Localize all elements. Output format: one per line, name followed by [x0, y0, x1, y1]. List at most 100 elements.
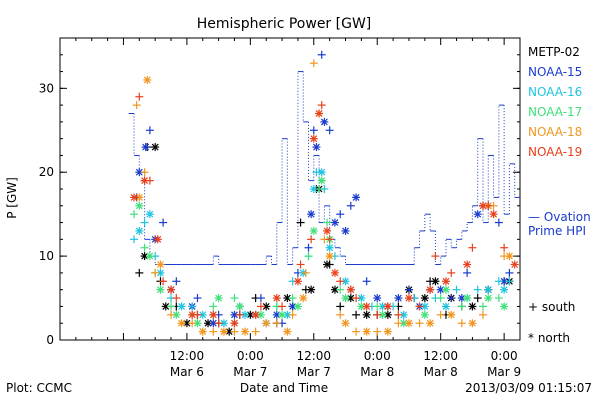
- south-point: [404, 285, 413, 294]
- south-point: [140, 243, 149, 252]
- star-stroke: [500, 303, 508, 310]
- star-stroke: [331, 286, 339, 294]
- north-point: [383, 302, 392, 311]
- south-point: [235, 310, 244, 319]
- north-point: [141, 143, 150, 152]
- north-point: [135, 201, 144, 210]
- north-point: [167, 285, 176, 294]
- star-stroke: [405, 319, 413, 327]
- star-stroke: [500, 277, 508, 285]
- north-point: [230, 319, 239, 328]
- south-point: [309, 126, 318, 135]
- north-point: [320, 117, 329, 126]
- legend: METP-02 NOAA-15 NOAA-16 NOAA-17 NOAA-18 NOAA-…: [528, 45, 591, 345]
- star-stroke: [342, 277, 349, 285]
- south-point: [193, 294, 202, 303]
- south-point: [415, 302, 424, 311]
- star-stroke: [400, 311, 408, 319]
- north-point: [341, 319, 350, 328]
- star-stroke: [405, 294, 413, 302]
- legend-entry-noaa-15: NOAA-15: [528, 65, 582, 79]
- south-point: [256, 294, 265, 303]
- south-point: [132, 101, 141, 110]
- star-stroke: [379, 311, 386, 319]
- north-point: [156, 260, 165, 269]
- south-point: [209, 327, 218, 336]
- star-stroke: [252, 311, 260, 319]
- south-point: [447, 294, 456, 303]
- star-stroke: [157, 269, 164, 277]
- star-stroke: [135, 193, 143, 201]
- star-stroke: [431, 277, 439, 285]
- north-point: [399, 310, 408, 319]
- north-point: [293, 277, 302, 286]
- star-stroke: [468, 303, 476, 310]
- north-point: [135, 168, 144, 177]
- south-point: [309, 59, 318, 68]
- south-point: [336, 285, 345, 294]
- star-stroke: [231, 311, 238, 319]
- north-point: [241, 327, 250, 336]
- star-stroke: [294, 277, 302, 285]
- star-stroke: [310, 135, 318, 143]
- south-point: [317, 50, 326, 59]
- x-tick-label-date: Mar 8: [424, 365, 458, 379]
- star-stroke: [363, 311, 371, 319]
- star-stroke: [323, 261, 331, 268]
- north-point: [399, 319, 408, 328]
- north-point: [251, 310, 260, 319]
- south-point: [151, 268, 160, 277]
- north-point: [404, 294, 413, 303]
- star-stroke: [310, 185, 318, 193]
- north-point: [309, 134, 318, 143]
- star-stroke: [209, 319, 217, 327]
- star-stroke: [318, 168, 326, 176]
- star-stroke: [384, 311, 392, 319]
- north-point: [177, 319, 186, 328]
- y-tick-label: 10: [39, 249, 54, 263]
- legend-model-line1: — Ovation: [528, 210, 591, 224]
- star-stroke: [178, 319, 186, 327]
- south-point: [172, 277, 181, 286]
- north-point: [135, 226, 144, 235]
- star-stroke: [283, 328, 291, 336]
- north-point: [510, 260, 519, 269]
- star-stroke: [154, 235, 162, 243]
- star-stroke: [363, 303, 371, 310]
- north-point: [323, 260, 332, 269]
- south-point: [494, 277, 503, 286]
- y-tick-label: 30: [39, 81, 54, 95]
- north-point: [426, 285, 435, 294]
- north-point: [394, 294, 403, 303]
- north-point: [312, 143, 321, 152]
- south-point: [130, 210, 139, 219]
- star-stroke: [241, 328, 249, 336]
- north-point: [283, 327, 292, 336]
- star-stroke: [421, 294, 429, 302]
- star-stroke: [468, 319, 476, 327]
- north-point: [307, 285, 316, 294]
- south-point: [251, 327, 260, 336]
- north-point: [288, 302, 297, 311]
- south-point: [478, 302, 487, 311]
- south-point: [447, 268, 456, 277]
- star-stroke: [331, 269, 339, 277]
- legend-north-marker: * north: [528, 331, 570, 345]
- plot-credit: Plot: CCMC: [6, 381, 72, 395]
- south-point: [452, 285, 461, 294]
- north-point: [505, 252, 514, 261]
- star-stroke: [273, 294, 281, 302]
- series-noaa-18: [132, 59, 514, 336]
- south-point: [478, 310, 487, 319]
- north-point: [441, 302, 450, 311]
- north-point: [484, 285, 493, 294]
- north-point: [219, 327, 228, 336]
- star-stroke: [283, 294, 291, 302]
- south-point: [436, 294, 445, 303]
- north-point: [441, 277, 450, 286]
- star-stroke: [199, 328, 207, 336]
- star-stroke: [323, 227, 331, 235]
- series-noaa-17: [130, 176, 509, 328]
- star-stroke: [162, 303, 170, 310]
- south-point: [256, 302, 265, 311]
